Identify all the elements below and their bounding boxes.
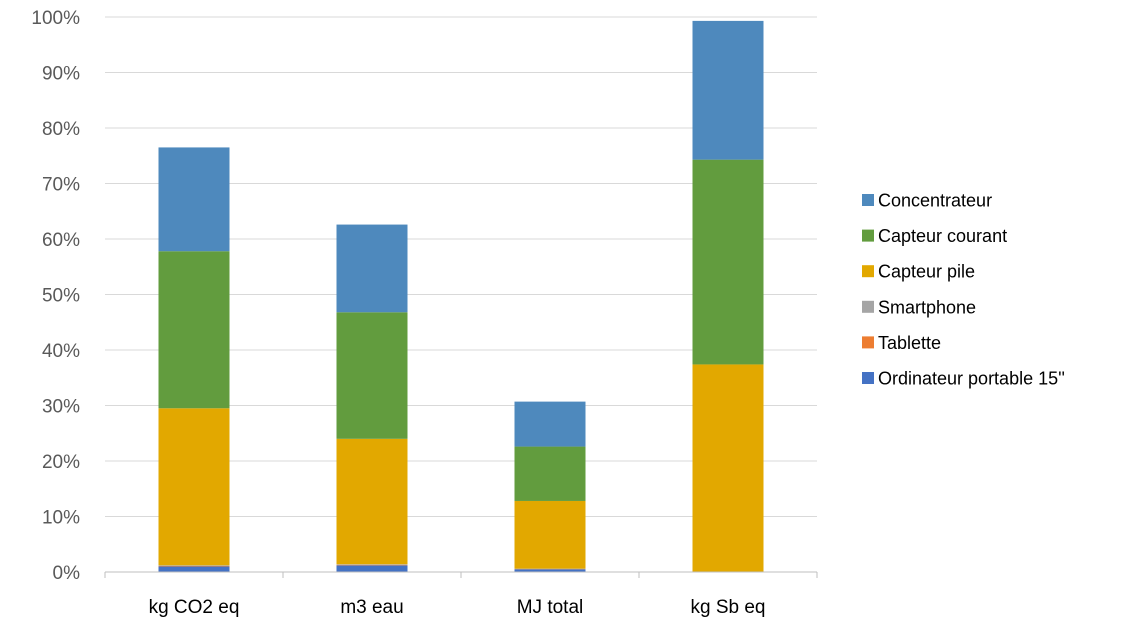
legend-label: Tablette (878, 333, 941, 353)
y-tick-label: 60% (42, 230, 80, 251)
y-tick-label: 0% (53, 563, 81, 584)
bars (158, 20, 764, 572)
legend-label: Concentrateur (878, 191, 992, 211)
x-axis: kg CO2 eq m3 eau MJ total kg Sb eq (104, 571, 818, 618)
bar-segment (692, 364, 764, 572)
bar-segment (158, 147, 230, 252)
legend-swatch (862, 265, 874, 278)
x-category-label: kg Sb eq (691, 597, 766, 618)
bar-segment (514, 446, 586, 501)
bar-segment (692, 159, 764, 365)
legend-label: Capteur courant (878, 226, 1007, 246)
bar-segment (336, 312, 408, 439)
bar-segment (514, 500, 586, 569)
legend-swatch (862, 336, 874, 349)
y-tick-label: 90% (42, 64, 80, 85)
legend-swatch (862, 300, 874, 313)
bar-segment (158, 565, 230, 567)
bar-segment (158, 251, 230, 409)
y-tick-label: 20% (42, 452, 80, 473)
bar-segment (336, 565, 408, 572)
y-tick-label: 100% (31, 8, 80, 29)
bar-segment (336, 564, 408, 565)
bar-segment (336, 224, 408, 313)
y-tick-label: 70% (42, 175, 80, 196)
x-category-label: MJ total (517, 597, 584, 618)
legend-label: Smartphone (878, 297, 976, 317)
bar-segment (158, 566, 230, 572)
legend-swatch (862, 372, 874, 384)
bar-segment (514, 401, 586, 447)
bar-segment (514, 569, 586, 572)
y-tick-label: 30% (42, 397, 80, 418)
bar-segment (158, 565, 230, 566)
legend: Concentrateur Capteur courant Capteur pile… (862, 191, 1065, 389)
y-tick-label: 50% (42, 286, 80, 307)
bar-segment (336, 438, 408, 565)
bar-segment (336, 564, 408, 566)
y-axis-ticks: 0% 10% 20% 30% 40% 50% 60% 70% 80% 90% 100% (31, 8, 80, 584)
x-category-label: kg CO2 eq (149, 597, 240, 618)
y-tick-label: 80% (42, 119, 80, 140)
bar-segment (158, 408, 230, 566)
legend-swatch (862, 194, 874, 206)
y-tick-label: 10% (42, 508, 80, 529)
y-tick-label: 40% (42, 341, 80, 362)
legend-label: Ordinateur portable 15'' (878, 369, 1065, 389)
x-category-label: m3 eau (340, 597, 403, 618)
legend-swatch (862, 229, 874, 242)
legend-label: Capteur pile (878, 262, 975, 282)
bar-segment (692, 20, 764, 160)
